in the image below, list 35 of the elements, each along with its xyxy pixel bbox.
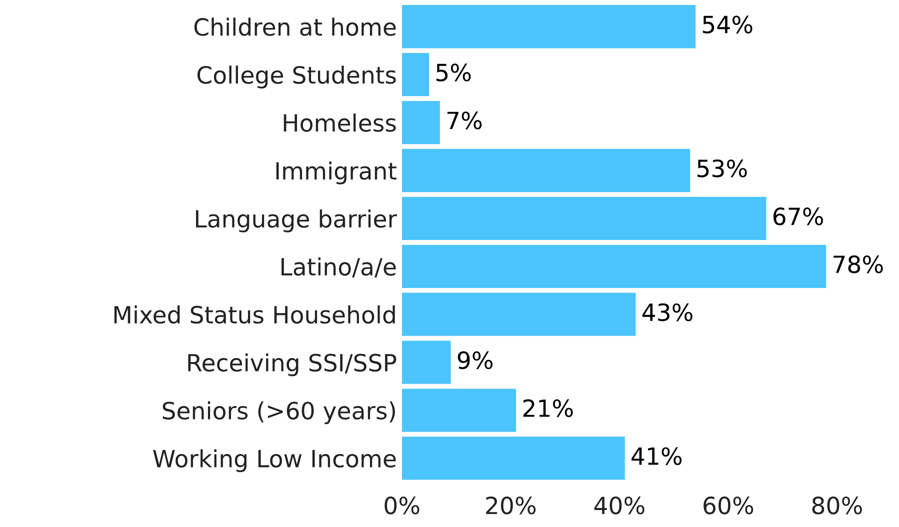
y-tick-label: Mixed Status Household (114, 305, 395, 324)
data-label: 41% (632, 447, 682, 466)
x-tick-label: 0% (384, 496, 420, 514)
data-label: 5% (436, 64, 471, 82)
bar (402, 196, 766, 240)
bar (402, 5, 696, 48)
x-tick-label: 40% (594, 496, 644, 514)
bar (402, 340, 451, 384)
y-tick-label: College Students (197, 66, 396, 88)
y-tick-label: Homeless (284, 114, 396, 132)
data-label: 67% (773, 207, 823, 226)
data-label: 21% (523, 399, 573, 418)
data-label: 9% (458, 351, 493, 370)
data-label: 78% (834, 255, 883, 274)
y-tick-label: Immigrant (276, 162, 396, 184)
y-tick-label: Working Low Income (153, 449, 396, 472)
bar (402, 100, 440, 144)
y-tick-label: Children at home (194, 18, 396, 36)
data-label: 53% (697, 159, 747, 178)
y-tick-label: Language barrier (196, 209, 397, 232)
y-tick-label: Latino/a/e (282, 257, 396, 278)
bar (402, 52, 430, 96)
data-label: 7% (447, 112, 482, 130)
x-tick-label: 60% (704, 496, 754, 514)
x-tick-label: 80% (812, 496, 862, 514)
bar (402, 388, 516, 432)
bar (402, 436, 625, 480)
bar (402, 148, 690, 192)
data-label: 54% (702, 16, 752, 34)
y-tick-label: Seniors (>60 years) (162, 401, 395, 424)
bar (402, 244, 826, 288)
x-tick-label: 20% (486, 496, 536, 514)
bar (402, 292, 636, 336)
y-tick-label: Receiving SSI/SSP (188, 353, 396, 376)
data-label: 43% (642, 303, 692, 322)
